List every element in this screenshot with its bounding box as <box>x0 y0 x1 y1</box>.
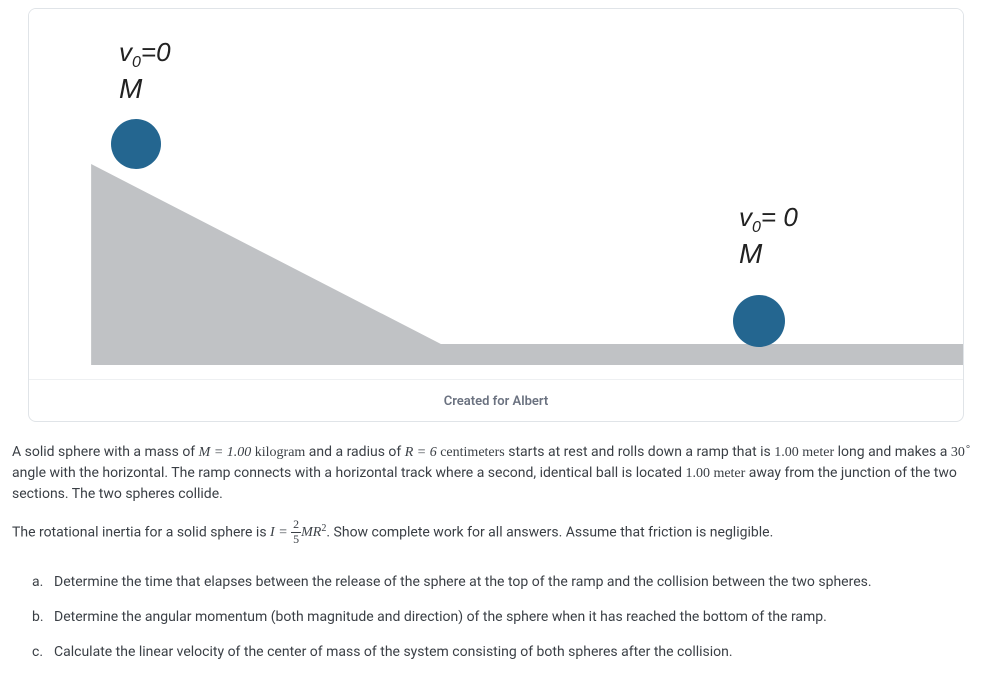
question-letter: a. <box>32 572 50 593</box>
question-text: Calculate the linear velocity of the cen… <box>54 642 733 663</box>
question-letter: c. <box>32 642 50 663</box>
label-sphere-top: v0=0 M <box>119 39 171 103</box>
ramp-polygon <box>91 164 963 365</box>
label-sphere-bottom: v0= 0 M <box>739 204 798 268</box>
question-letter: b. <box>32 607 50 628</box>
paragraph-1: A solid sphere with a mass of M = 1.00 k… <box>12 440 980 505</box>
label-v0-bottom: v0= 0 <box>739 202 798 232</box>
physics-diagram: v0=0 M v0= 0 M <box>29 9 963 379</box>
question-text: Determine the angular momentum (both mag… <box>54 607 827 628</box>
label-mass-bottom: M <box>739 239 798 268</box>
question-item: c.Calculate the linear velocity of the c… <box>32 642 984 663</box>
paragraph-2: The rotational inertia for a solid spher… <box>12 519 980 546</box>
problem-statement: A solid sphere with a mass of M = 1.00 k… <box>0 422 992 572</box>
figure-caption: Created for Albert <box>29 379 963 421</box>
question-list: a.Determine the time that elapses betwee… <box>0 572 992 685</box>
label-mass-top: M <box>119 74 171 103</box>
question-text: Determine the time that elapses between … <box>54 572 872 593</box>
sphere-bottom <box>733 295 785 347</box>
label-v0-top: v0=0 <box>119 37 171 67</box>
question-item: b.Determine the angular momentum (both m… <box>32 607 984 628</box>
question-item: a.Determine the time that elapses betwee… <box>32 572 984 593</box>
sphere-top <box>111 119 161 169</box>
figure-card: v0=0 M v0= 0 M Created for Albert <box>28 8 964 422</box>
